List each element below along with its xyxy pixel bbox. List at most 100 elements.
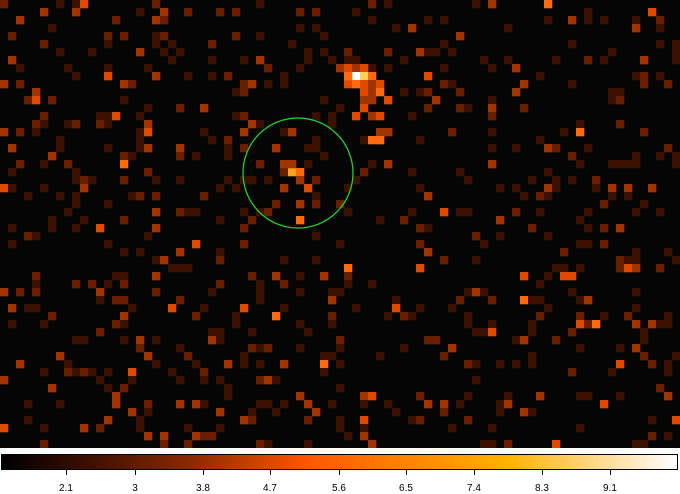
count-pixel bbox=[368, 136, 377, 145]
count-pixel bbox=[368, 88, 377, 97]
count-pixel bbox=[128, 80, 137, 89]
count-pixel bbox=[32, 128, 41, 137]
count-pixel bbox=[248, 80, 257, 89]
count-pixel bbox=[80, 424, 89, 433]
count-pixel bbox=[448, 344, 457, 353]
count-pixel bbox=[368, 80, 377, 89]
count-pixel bbox=[656, 16, 665, 25]
count-pixel bbox=[56, 144, 65, 153]
count-pixel bbox=[216, 376, 225, 385]
count-pixel bbox=[96, 296, 105, 305]
count-pixel bbox=[672, 352, 680, 361]
count-pixel bbox=[568, 288, 577, 297]
count-pixel bbox=[672, 416, 680, 425]
count-pixel bbox=[128, 368, 137, 377]
count-pixel bbox=[400, 216, 409, 225]
count-pixel bbox=[536, 296, 545, 305]
count-pixel bbox=[472, 376, 481, 385]
count-pixel bbox=[344, 432, 353, 441]
count-pixel bbox=[424, 88, 433, 97]
count-pixel bbox=[520, 336, 529, 345]
count-pixel bbox=[96, 328, 105, 337]
count-pixel bbox=[616, 256, 625, 265]
count-pixel bbox=[552, 176, 561, 185]
count-pixel bbox=[576, 424, 585, 433]
count-pixel bbox=[568, 40, 577, 49]
count-pixel bbox=[584, 56, 593, 65]
count-pixel bbox=[352, 112, 361, 121]
count-pixel bbox=[200, 104, 209, 113]
count-pixel bbox=[496, 400, 505, 409]
count-pixel bbox=[168, 368, 177, 377]
count-pixel bbox=[544, 168, 553, 177]
count-pixel bbox=[456, 208, 465, 217]
count-pixel bbox=[48, 312, 57, 321]
count-pixel bbox=[584, 392, 593, 401]
count-pixel bbox=[64, 368, 73, 377]
count-pixel bbox=[280, 80, 289, 89]
colorbar-tick-label: 6.5 bbox=[399, 483, 413, 494]
count-pixel bbox=[384, 312, 393, 321]
count-pixel bbox=[248, 216, 257, 225]
colorbar-panel: 2.1 3 3.8 4.7 5.6 6.5 7.4 8.3 9.1 bbox=[0, 448, 680, 494]
count-pixel bbox=[200, 400, 209, 409]
source-region-circle[interactable] bbox=[242, 117, 354, 229]
count-pixel bbox=[320, 152, 329, 161]
count-pixel bbox=[232, 184, 241, 193]
count-pixel bbox=[264, 344, 273, 353]
count-pixel bbox=[144, 168, 153, 177]
image-viewer[interactable] bbox=[0, 0, 680, 448]
count-pixel bbox=[312, 200, 321, 209]
count-pixel bbox=[408, 168, 417, 177]
count-pixel bbox=[672, 256, 680, 265]
count-pixel bbox=[600, 400, 609, 409]
count-pixel bbox=[464, 360, 473, 369]
count-pixel bbox=[24, 192, 33, 201]
count-pixel bbox=[120, 152, 129, 161]
count-pixel bbox=[296, 64, 305, 73]
count-pixel bbox=[48, 216, 57, 225]
count-pixel bbox=[264, 376, 273, 385]
count-pixel bbox=[648, 360, 657, 369]
count-pixel bbox=[144, 128, 153, 137]
count-pixel bbox=[32, 272, 41, 281]
count-pixel bbox=[352, 8, 361, 17]
count-pixel bbox=[112, 16, 121, 25]
count-pixel bbox=[184, 72, 193, 81]
count-pixel bbox=[560, 264, 569, 273]
count-pixel bbox=[640, 56, 649, 65]
count-pixel bbox=[664, 360, 673, 369]
count-pixel bbox=[248, 328, 257, 337]
count-pixel bbox=[624, 184, 633, 193]
count-pixel bbox=[664, 320, 673, 329]
count-pixel bbox=[0, 80, 9, 89]
count-pixel bbox=[112, 112, 121, 121]
count-pixel bbox=[416, 240, 425, 249]
count-pixel bbox=[472, 328, 481, 337]
count-pixel bbox=[104, 144, 113, 153]
count-pixel bbox=[104, 72, 113, 81]
count-pixel bbox=[232, 312, 241, 321]
count-pixel bbox=[632, 264, 641, 273]
count-pixel bbox=[448, 424, 457, 433]
count-pixel bbox=[392, 296, 401, 305]
count-pixel bbox=[328, 288, 337, 297]
count-pixel bbox=[392, 24, 401, 33]
colorbar-tick-label: 7.4 bbox=[467, 483, 481, 494]
count-pixel bbox=[16, 288, 25, 297]
count-pixel bbox=[504, 400, 513, 409]
count-pixel bbox=[48, 384, 57, 393]
count-pixel bbox=[616, 344, 625, 353]
count-pixel bbox=[408, 208, 417, 217]
count-pixel bbox=[360, 64, 369, 73]
count-pixel bbox=[448, 48, 457, 57]
count-pixel bbox=[336, 424, 345, 433]
count-pixel bbox=[240, 88, 249, 97]
count-pixel bbox=[592, 320, 601, 329]
count-pixel bbox=[296, 8, 305, 17]
count-pixel bbox=[8, 144, 17, 153]
count-pixel bbox=[360, 416, 369, 425]
count-pixel bbox=[376, 80, 385, 89]
count-pixel bbox=[344, 48, 353, 57]
count-pixel bbox=[48, 224, 57, 233]
